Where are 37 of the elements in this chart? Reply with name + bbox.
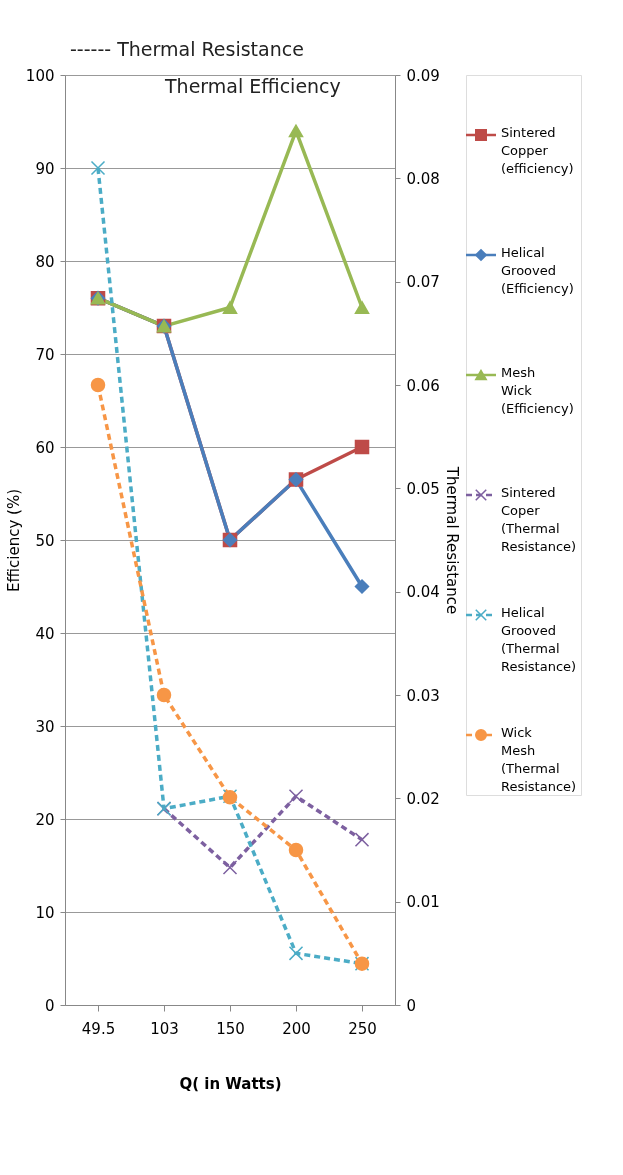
x-tick-label: 103 [150,1019,179,1038]
legend-label: Sintered Copper (efficiency) [501,125,574,176]
legend-label: Sintered Coper (Thermal Resistance) [501,485,577,554]
y2-tick-label: 0.07 [406,273,440,292]
y2-tick-label: 0.04 [406,583,440,602]
x-tick-label: 150 [216,1019,245,1038]
x-axis-title: Q( in Watts) [179,1074,282,1093]
y-tick-label: 70 [35,345,55,364]
y-tick-label: 50 [35,531,55,550]
y2-tick-label: 0 [406,996,417,1015]
y-tick-label: 90 [35,159,55,178]
y-tick-label: 100 [25,66,55,85]
y2-tick-label: 0.05 [406,479,440,498]
x-tick-label: 250 [348,1019,377,1038]
legend-label: Helical Grooved (Efficiency) [501,245,574,296]
y-tick-label: 40 [35,624,55,643]
y-tick-label: 80 [35,252,55,271]
y2-tick-label: 0.01 [406,893,440,912]
y2-tick-label: 0.02 [406,789,440,808]
y-tick-label: 0 [44,996,55,1015]
y-tick-label: 10 [35,903,55,922]
y2-tick-label: 0.09 [406,66,440,85]
x-tick-label: 49.5 [81,1019,116,1038]
annotation: Thermal Efficiency [164,75,341,97]
y-tick-label: 30 [35,717,55,736]
y-tick-label: 60 [35,438,55,457]
x-tick-label: 200 [282,1019,311,1038]
y-tick-label: 20 [35,810,55,829]
legend-label: Wick Mesh (Thermal Resistance) [501,725,577,794]
y-axis-title: Efficiency (%) [4,489,23,592]
legend-label: Helical Grooved (Thermal Resistance) [501,605,577,674]
text: ------ Thermal Resistance [70,38,304,60]
y2-tick-label: 0.03 [406,686,440,705]
y2-axis-title: Thermal Resistance [442,465,461,615]
legend-label: Mesh Wick (Efficiency) [501,365,574,416]
y2-tick-label: 0.06 [406,376,440,395]
y2-tick-label: 0.08 [406,169,440,188]
